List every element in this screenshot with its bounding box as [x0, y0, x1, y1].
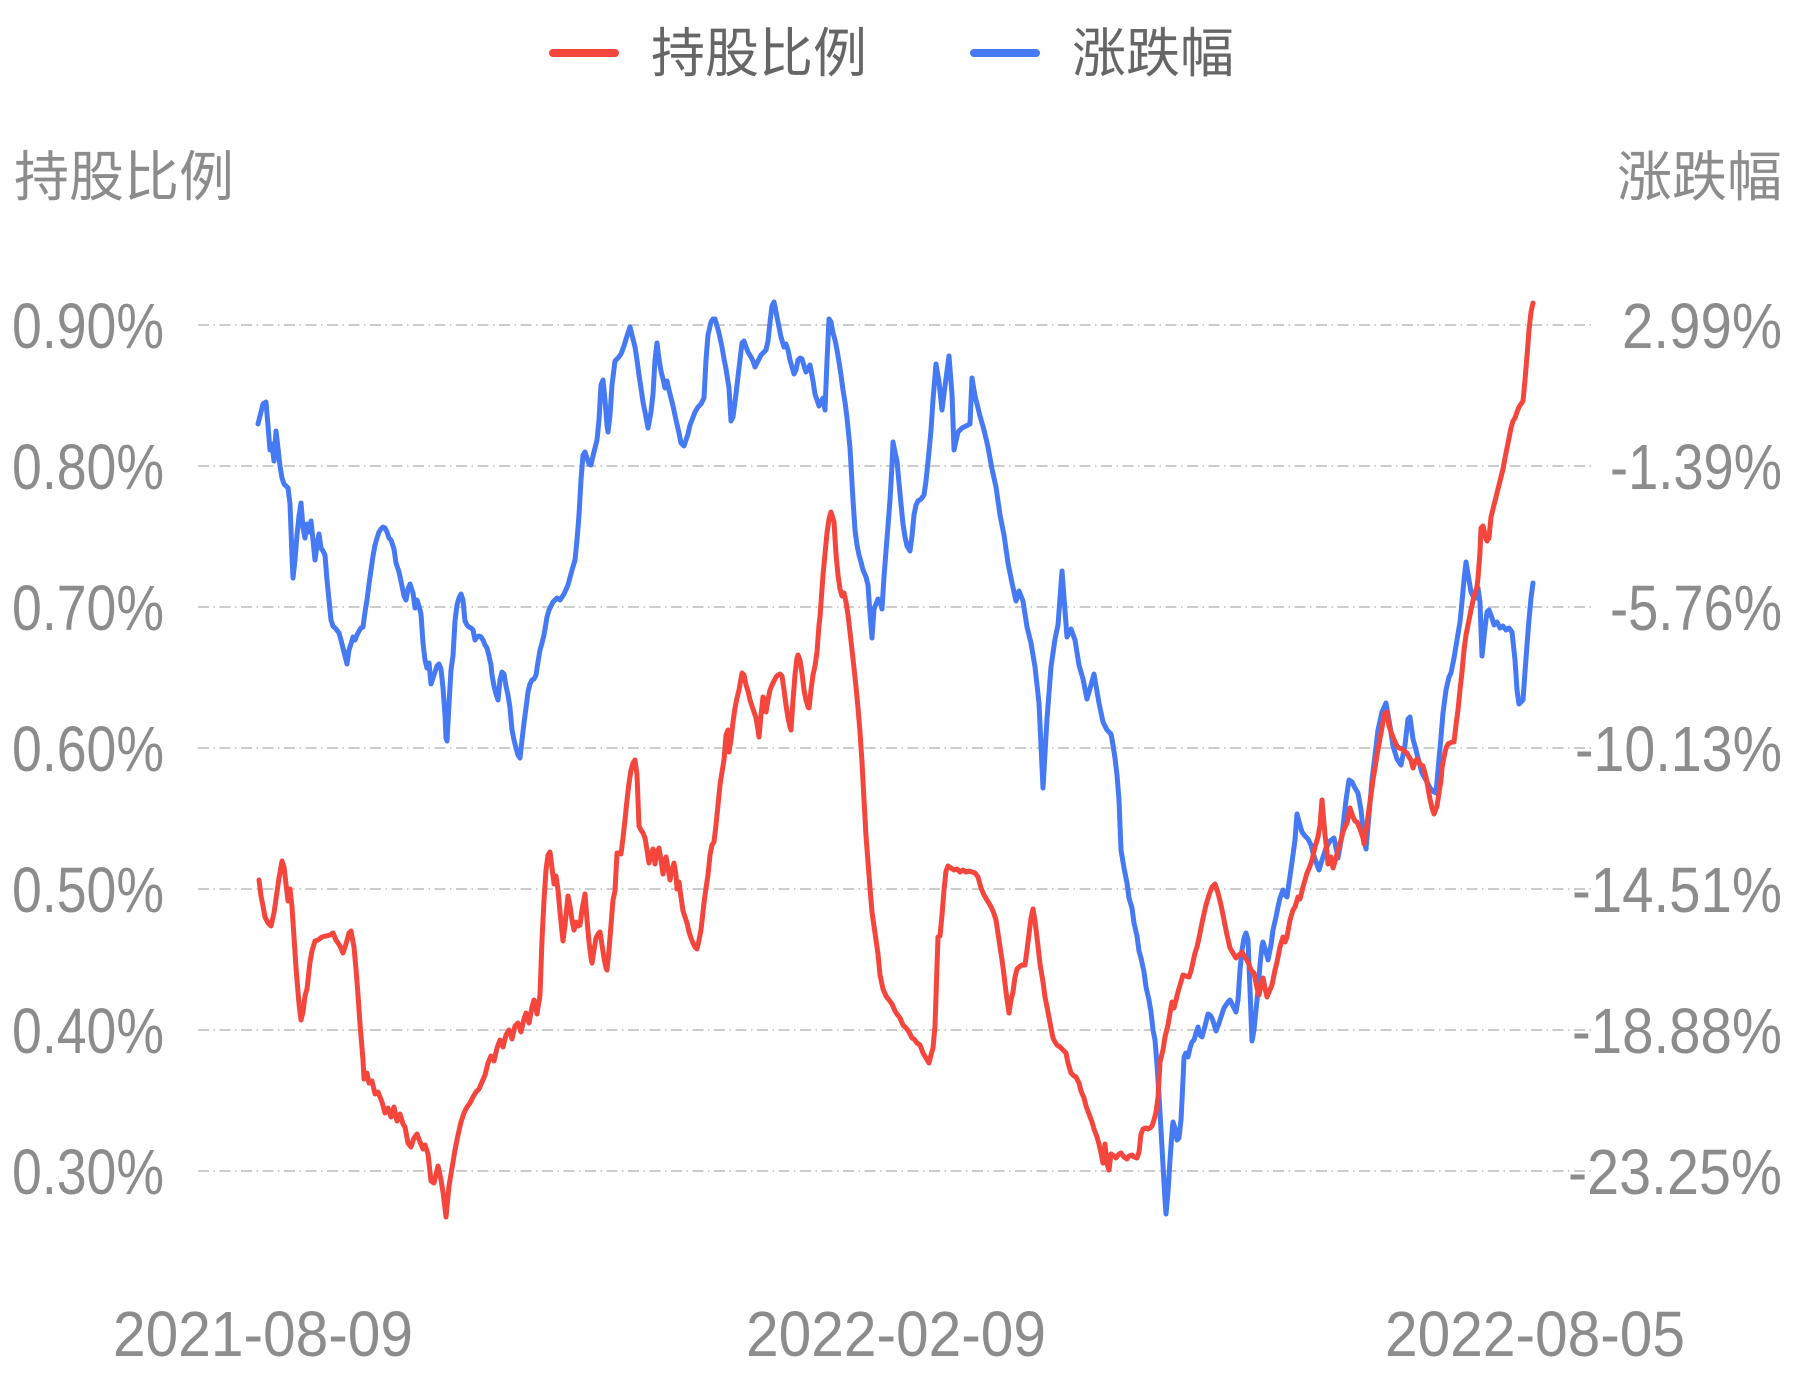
- svg-text:0.80%: 0.80%: [12, 431, 164, 503]
- svg-text:0.90%: 0.90%: [12, 290, 164, 362]
- svg-text:0.70%: 0.70%: [12, 572, 164, 644]
- svg-text:2022-08-05: 2022-08-05: [1385, 1298, 1685, 1370]
- svg-text:0.40%: 0.40%: [12, 995, 164, 1067]
- svg-text:-14.51%: -14.51%: [1572, 854, 1782, 926]
- svg-text:-5.76%: -5.76%: [1610, 572, 1782, 644]
- svg-text:-18.88%: -18.88%: [1572, 995, 1782, 1067]
- svg-text:2.99%: 2.99%: [1622, 290, 1782, 362]
- svg-text:0.60%: 0.60%: [12, 713, 164, 785]
- svg-text:0.50%: 0.50%: [12, 854, 164, 926]
- svg-text:2022-02-09: 2022-02-09: [746, 1298, 1046, 1370]
- svg-text:-10.13%: -10.13%: [1575, 713, 1782, 785]
- svg-text:-23.25%: -23.25%: [1568, 1136, 1782, 1208]
- svg-text:-1.39%: -1.39%: [1610, 431, 1782, 503]
- svg-text:0.30%: 0.30%: [12, 1136, 164, 1208]
- svg-text:2021-08-09: 2021-08-09: [113, 1298, 413, 1370]
